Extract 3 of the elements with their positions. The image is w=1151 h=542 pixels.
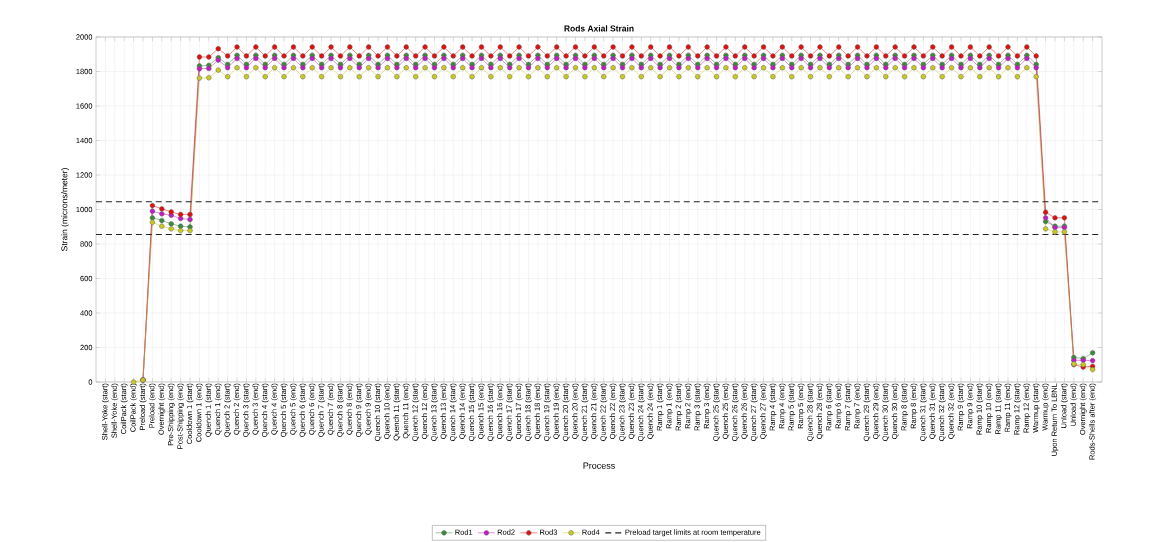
chart-title: Rods Axial Strain [564, 25, 634, 32]
x-axis-title: Process [583, 462, 615, 469]
y-axis-title: Strain (microns/meter) [61, 168, 70, 251]
